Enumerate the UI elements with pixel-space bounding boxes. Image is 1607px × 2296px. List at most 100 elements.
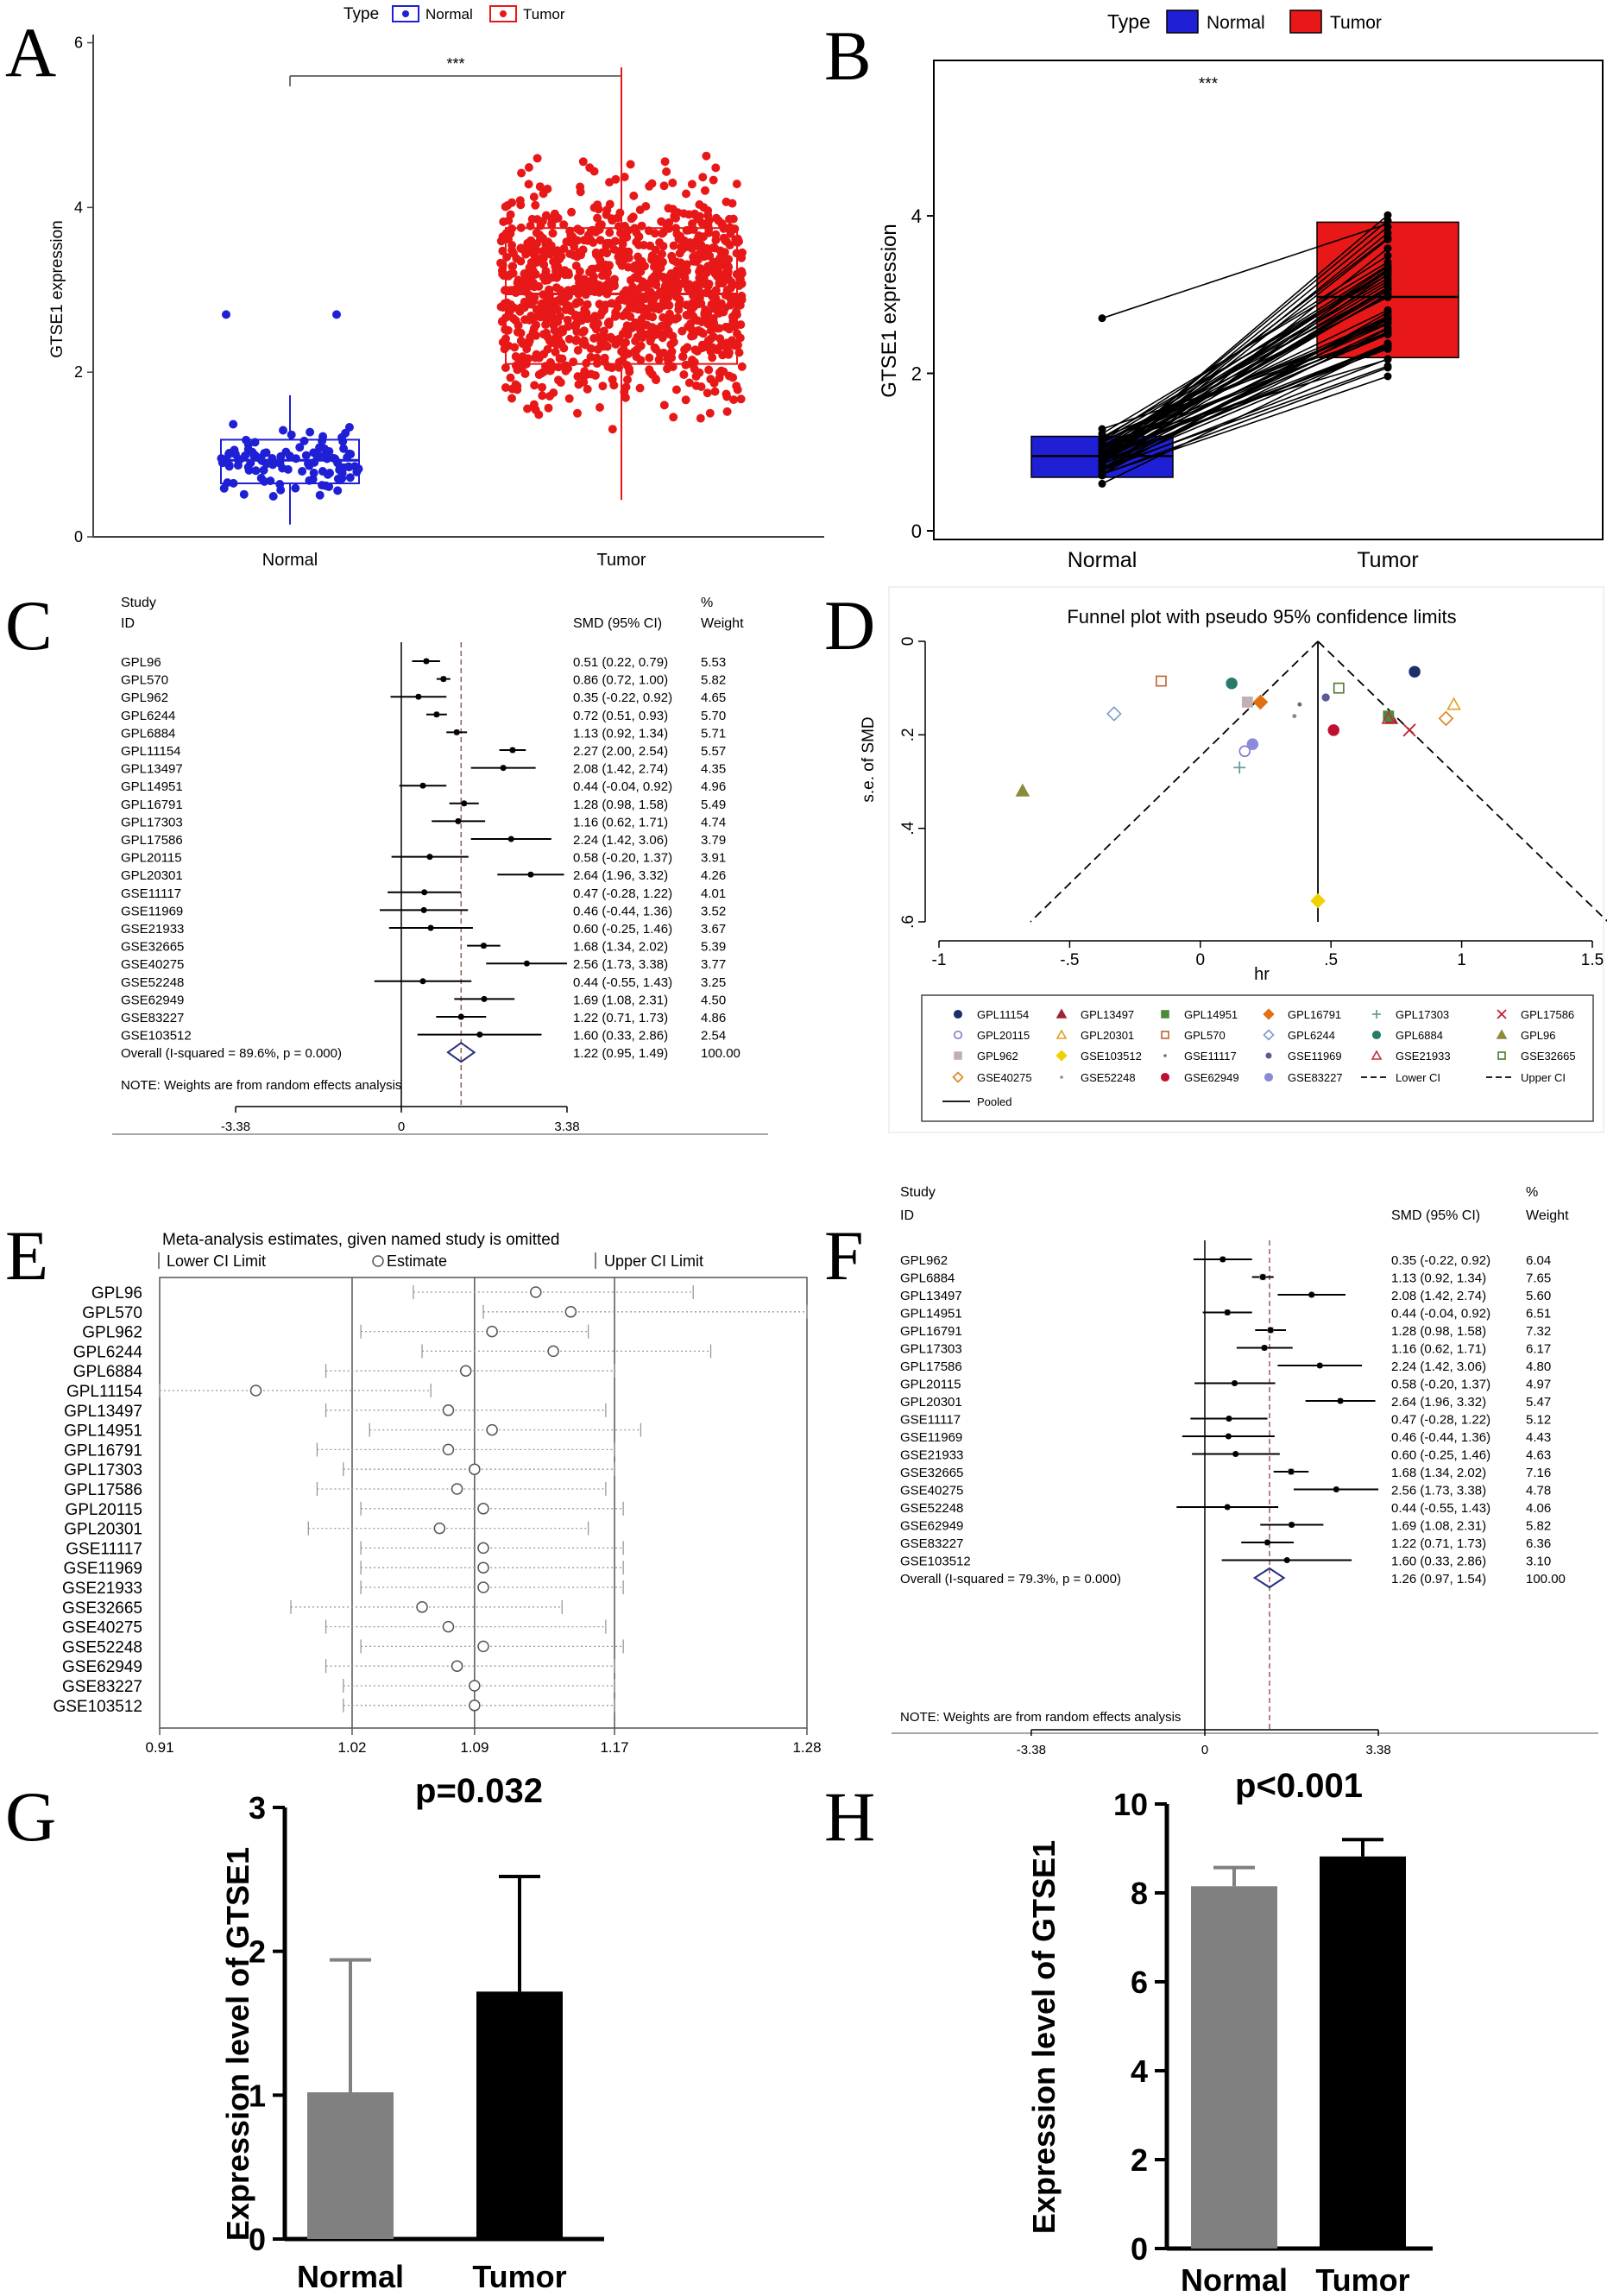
panel-b-tumor-point [1383, 235, 1392, 243]
panel-g-x-tick-normal: Normal [297, 2259, 404, 2294]
panel-f-study-id: GPL14951 [900, 1307, 962, 1321]
panel-c-study-id: GPL17303 [121, 815, 183, 829]
panel-a-tumor-point [709, 175, 718, 185]
panel-c-smd-text: 0.44 (-0.55, 1.43) [573, 975, 672, 990]
panel-e-study-id: GPL96 [91, 1284, 142, 1303]
panel-c-weight-text: 4.50 [701, 993, 726, 1007]
panel-e-estimate [249, 1385, 262, 1397]
panel-a-tumor-point [737, 267, 747, 276]
panel-a-tumor-point [696, 382, 706, 391]
panel-a-tumor-point [710, 387, 720, 396]
panel-a-tumor-point [627, 323, 637, 332]
panel-a-tumor-point [725, 241, 734, 249]
panel-a-tumor-point [690, 364, 699, 374]
panel-a-tumor-point [559, 244, 569, 253]
panel-f-overall-smd-text: 1.26 (0.97, 1.54) [1391, 1572, 1486, 1586]
panel-a-tumor-point [706, 334, 715, 344]
panel-f-point-estimate [1283, 1557, 1290, 1563]
panel-e-study-id: GSE11969 [63, 1560, 142, 1578]
panel-a-normal-point [345, 473, 355, 483]
panel-c-study-id: GSE40275 [121, 957, 184, 972]
panel-a-tumor-point [677, 326, 687, 336]
panel-c-study-id: GPL14951 [121, 779, 183, 794]
panel-d-point-gpl6244 [1106, 706, 1122, 722]
panel-f-study-id: GSE11117 [900, 1413, 961, 1428]
panel-a-tumor-point [646, 368, 655, 376]
panel-c-smd-text: 1.16 (0.62, 1.71) [573, 815, 668, 829]
panel-c-weight-text: 4.26 [701, 868, 726, 883]
panel-d-legend-gse103512: GSE103512 [1081, 1050, 1142, 1063]
panel-c-study-id: GSE11117 [121, 886, 181, 901]
panel-f-weight-text: 7.16 [1526, 1466, 1551, 1480]
panel-a-tumor-point [515, 356, 525, 365]
panel-a-tumor-point [553, 296, 563, 305]
panel-b-y-label: GTSE1 expression [878, 224, 901, 397]
panel-b-x-tick-tumor: Tumor [1357, 548, 1418, 572]
panel-d-legend-gpl96: GPL96 [1521, 1029, 1555, 1042]
panel-e-estimate [469, 1463, 481, 1475]
panel-b-tumor-point [1383, 261, 1392, 269]
panel-f-study-id: GSE21933 [900, 1448, 963, 1463]
panel-g-y-tick-label: 0 [249, 2222, 266, 2257]
panel-c-weight-text: 5.71 [701, 726, 726, 741]
panel-d-legend-gpl20115: GPL20115 [977, 1029, 1030, 1042]
panel-f-smd-text: 1.22 (0.71, 1.73) [1391, 1536, 1486, 1551]
panel-f-point-estimate [1219, 1256, 1226, 1263]
panel-a-tumor-point [543, 275, 552, 285]
panel-a-tumor-point [598, 382, 608, 391]
panel-a-tumor-point [682, 189, 690, 199]
panel-a-tumor-point [667, 347, 677, 356]
panel-d-upper-ci [1317, 640, 1607, 923]
panel-c-smd-text: 0.46 (-0.44, 1.36) [573, 904, 672, 918]
panel-a-tumor-point [623, 375, 632, 384]
panel-c-point-estimate [453, 729, 460, 735]
panel-a-tumor-point [564, 363, 573, 373]
panel-a-tumor-point [635, 383, 645, 393]
panel-a-tumor-point [683, 343, 692, 352]
panel-c-smd-text: 2.64 (1.96, 3.32) [573, 868, 668, 883]
panel-f-smd-text: 0.58 (-0.20, 1.37) [1391, 1378, 1490, 1392]
panel-e-study-id: GPL6884 [73, 1363, 143, 1381]
panel-f-point-estimate [1226, 1416, 1232, 1422]
panel-c-point-estimate [426, 854, 433, 861]
panel-d-x-tick-label: 1 [1457, 951, 1466, 969]
panel-a-tumor-point [684, 378, 694, 388]
panel-d-legend-gpl17586: GPL17586 [1521, 1008, 1574, 1021]
panel-a-tumor-point [520, 369, 530, 378]
panel-f-smd-text: 1.28 (0.98, 1.58) [1391, 1324, 1486, 1339]
panel-a-tumor-point [706, 347, 715, 356]
panel-e-study-id: GPL17586 [64, 1481, 142, 1499]
panel-d-legend-gse52248-key [1060, 1075, 1063, 1079]
panel-f-smd-text: 1.60 (0.33, 2.86) [1391, 1555, 1486, 1569]
panel-f-point-estimate [1264, 1539, 1271, 1546]
panel-d-point-gpl20301 [1446, 697, 1461, 710]
panel-a-tumor-point [624, 253, 633, 262]
panel-a-tumor-point [589, 203, 599, 212]
panel-a-tumor-point [564, 394, 574, 403]
panel-c-smd-text: 0.44 (-0.04, 0.92) [573, 779, 672, 794]
panel-c-smd-text: 0.47 (-0.28, 1.22) [573, 886, 672, 901]
panel-letter-a: A [5, 13, 56, 91]
panel-h-x-tick-normal: Normal [1181, 2262, 1288, 2296]
panel-f-point-estimate [1224, 1504, 1231, 1511]
panel-a-tumor-point [553, 305, 563, 314]
panel-a-tumor-point [564, 301, 573, 311]
panel-e-x-tick-label: 1.28 [792, 1739, 821, 1756]
panel-e-x-tick-label: 1.17 [600, 1739, 628, 1756]
panel-a-tumor-point [515, 306, 525, 316]
panel-e-study-id: GSE52248 [62, 1638, 142, 1656]
panel-a-tumor-point [623, 330, 633, 339]
panel-a-tumor-point [696, 299, 706, 308]
panel-c-weight-text: 5.39 [701, 940, 726, 955]
panel-d-legend-gse83227-key [1264, 1072, 1274, 1082]
panel-f-point-estimate [1337, 1397, 1344, 1404]
panel-a-tumor-point [638, 333, 647, 343]
panel-a-tumor-point [620, 247, 629, 256]
panel-a-tumor-point [543, 315, 552, 325]
panel-a-tumor-point [658, 249, 666, 259]
panel-f-smd-text: 1.16 (0.62, 1.71) [1391, 1342, 1486, 1357]
panel-a-tumor-point [517, 168, 526, 178]
panel-a-tumor-point [706, 375, 715, 384]
panel-e-estimate [451, 1483, 463, 1495]
panel-c-point-estimate [455, 817, 462, 824]
